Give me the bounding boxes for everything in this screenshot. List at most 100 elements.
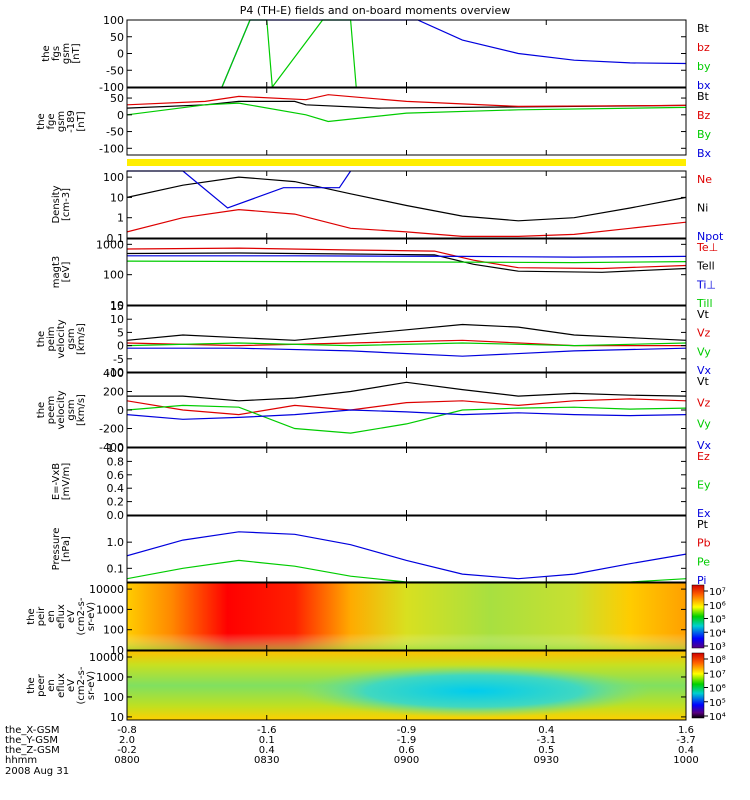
y-axis-label: velocity [56, 390, 67, 429]
y-axis-label: fgs [51, 46, 62, 61]
y-axis-label: [nT] [71, 43, 82, 63]
x-axis-value: -3.1 [536, 735, 556, 746]
legend-label: Vy [697, 345, 711, 358]
y-tick-label: -10 [106, 366, 124, 379]
y-tick-label: 10 [110, 191, 124, 204]
panel-peem-velocity: 400 200 0 -200 -400 the peem velocity gsm [km/s] V… [36, 367, 712, 454]
x-axis-value: 1.6 [678, 725, 694, 736]
colorbar [691, 652, 705, 719]
y-axis-label: magt3 [51, 256, 62, 289]
legend-label: bz [697, 41, 710, 54]
legend-label: Bt [697, 90, 710, 103]
y-axis-label: Pressure [51, 528, 62, 571]
y-axis-label: fge [46, 113, 57, 129]
y-tick-label: 0 [117, 109, 124, 122]
y-tick-label: 1000 [96, 603, 124, 616]
y-axis-label: peir [36, 606, 47, 626]
y-axis-label: eV [66, 679, 77, 692]
series-temperature-Till [126, 260, 687, 264]
y-tick-label: 100 [103, 691, 124, 704]
y-axis-label: the [26, 677, 37, 693]
y-tick-label: 0 [117, 340, 124, 353]
y-axis-label: -189 [66, 110, 77, 133]
x-axis-value: 0.4 [259, 745, 275, 756]
y-axis-label: [cm-3] [61, 188, 72, 221]
y-axis-label: en [46, 679, 57, 692]
panel-peir-energy-flux: 10⁷ 10⁶ 10⁵ 10⁴ 10³ 10000 1000 100 10 the peir en ef… [26, 582, 726, 657]
colorbar-tick-label: 10⁴ [709, 712, 726, 723]
y-axis-label: eflux [56, 673, 67, 698]
panel-peer-energy-flux: 10⁸ 10⁷ 10⁶ 10⁵ 10⁴ 10000 1000 100 10 the peer en ef… [26, 650, 726, 724]
y-tick-label: -5 [113, 353, 124, 366]
y-axis-label: gsm [66, 399, 77, 420]
x-axis-value: 0.1 [259, 735, 275, 746]
y-tick-label: 10 [110, 313, 124, 326]
x-axis-value: -1.6 [257, 725, 277, 736]
y-axis-label: the [36, 402, 47, 418]
y-axis-label: [nPa] [61, 536, 72, 562]
legend-label: Pe [697, 555, 710, 568]
y-tick-label: -100 [99, 81, 124, 94]
legend-label: Vx [697, 364, 712, 377]
x-axis-value: 0.6 [399, 745, 415, 756]
colorbar-tick-label: 10⁵ [709, 615, 726, 626]
x-axis-row-label: the_X-GSM [5, 725, 59, 736]
y-axis-label: peim [46, 326, 57, 351]
x-axis-value: -3.7 [676, 735, 696, 746]
y-axis-label: gsm [61, 43, 72, 64]
plot-title: P4 (TH-E) fields and on-board moments ov… [240, 4, 511, 17]
y-tick-label: 0.4 [107, 482, 125, 495]
legend-label: Pi [697, 574, 706, 587]
legend-label: Ne [697, 173, 712, 186]
legend-label: By [697, 128, 712, 141]
y-axis-label: [nT] [76, 111, 87, 131]
panel-fge: 50 0 -50 -100 the fge gsm -189 [nT] Bt Bz By Bx [36, 87, 712, 160]
colorbar-tick-label: 10⁷ [709, 669, 726, 680]
series-peim-velocity-Vt [126, 323, 687, 341]
x-axis-value: 1000 [673, 755, 698, 766]
y-tick-label: 0.0 [107, 509, 125, 522]
y-tick-label: 1 [117, 212, 124, 225]
x-axis-value: -0.2 [117, 745, 137, 756]
panel-density: 100 10 1 0.1 Density [cm-3] Ne Ni Npot [51, 170, 724, 245]
series-fgs-by [221, 19, 357, 89]
y-axis-label: gsm [66, 328, 77, 349]
legend-label: Ey [697, 479, 711, 492]
legend-label: Vt [697, 308, 710, 321]
separator-bar [127, 159, 686, 166]
y-tick-label: 1000 [96, 238, 124, 251]
series-fgs-bx [221, 19, 687, 88]
legend-label: Tell [696, 260, 715, 273]
series-peim-velocity-Vy [126, 342, 687, 347]
y-tick-label: 10000 [89, 651, 124, 664]
x-axis-value: 0930 [534, 755, 559, 766]
legend-label: Ti⊥ [696, 278, 716, 291]
colorbar-tick-label: 10⁴ [709, 628, 726, 639]
y-tick-label: 0 [117, 404, 124, 417]
x-axis-value: 0.4 [678, 745, 694, 756]
y-axis-label: peer [36, 673, 47, 697]
x-axis-value: -1.9 [397, 735, 417, 746]
panel-efield: 1.00.80.60.40.20.0 E=-VxB [mV/m] Ez Ey Ex [51, 442, 711, 522]
y-tick-label: 0.2 [107, 496, 125, 509]
series-fge-By [126, 102, 687, 123]
series-temperature-Tell [126, 252, 687, 273]
y-axis-label: (cm2-s- [76, 666, 87, 704]
x-axis-row-label: the_Y-GSM [5, 735, 58, 746]
y-axis-label: velocity [56, 319, 67, 358]
legend-label: Vx [697, 439, 712, 452]
series-temperature-Te⊥ [126, 247, 687, 270]
series-fge-Bz [126, 94, 687, 108]
spectrogram-low-flux-region [294, 664, 653, 718]
y-tick-label: 200 [103, 386, 124, 399]
y-axis-label: the [41, 45, 52, 61]
series-peem-velocity-Vy [126, 404, 687, 434]
legend-label: Vz [697, 396, 711, 409]
x-axis-value: -0.9 [397, 725, 417, 736]
legend-label: by [697, 60, 711, 73]
series-temperature-Ti⊥ [127, 255, 687, 258]
y-tick-label: -100 [99, 142, 124, 155]
legend-label: Bx [697, 147, 712, 160]
x-axis-value: 0800 [114, 755, 139, 766]
